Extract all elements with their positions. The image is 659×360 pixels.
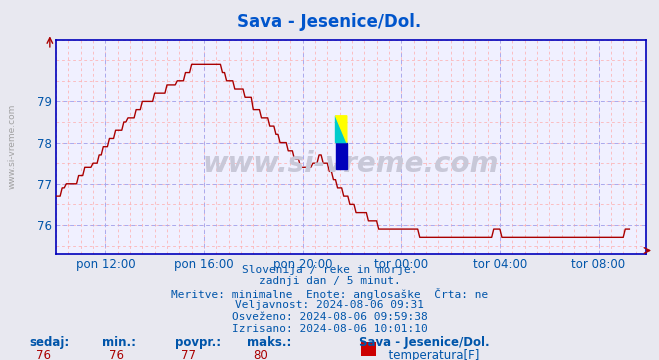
Text: temperatura[F]: temperatura[F] — [381, 349, 479, 360]
Text: Sava - Jesenice/Dol.: Sava - Jesenice/Dol. — [359, 336, 490, 348]
Text: Izrisano: 2024-08-06 10:01:10: Izrisano: 2024-08-06 10:01:10 — [231, 324, 428, 334]
Text: www.si-vreme.com: www.si-vreme.com — [7, 104, 16, 189]
Text: zadnji dan / 5 minut.: zadnji dan / 5 minut. — [258, 276, 401, 287]
Text: Meritve: minimalne  Enote: anglosaške  Črta: ne: Meritve: minimalne Enote: anglosaške Črt… — [171, 288, 488, 300]
Text: 76: 76 — [109, 349, 124, 360]
Text: 77: 77 — [181, 349, 196, 360]
Polygon shape — [335, 116, 347, 143]
Text: Osveženo: 2024-08-06 09:59:38: Osveženo: 2024-08-06 09:59:38 — [231, 312, 428, 322]
Text: min.:: min.: — [102, 336, 136, 348]
Text: povpr.:: povpr.: — [175, 336, 221, 348]
Text: www.si-vreme.com: www.si-vreme.com — [203, 150, 499, 178]
Text: maks.:: maks.: — [247, 336, 291, 348]
Text: Sava - Jesenice/Dol.: Sava - Jesenice/Dol. — [237, 13, 422, 31]
Text: Veljavnost: 2024-08-06 09:31: Veljavnost: 2024-08-06 09:31 — [235, 300, 424, 310]
Text: sedaj:: sedaj: — [30, 336, 70, 348]
Bar — [335, 143, 347, 169]
Text: 76: 76 — [36, 349, 51, 360]
Text: 80: 80 — [254, 349, 268, 360]
Text: Slovenija / reke in morje.: Slovenija / reke in morje. — [242, 265, 417, 275]
Polygon shape — [335, 116, 347, 143]
